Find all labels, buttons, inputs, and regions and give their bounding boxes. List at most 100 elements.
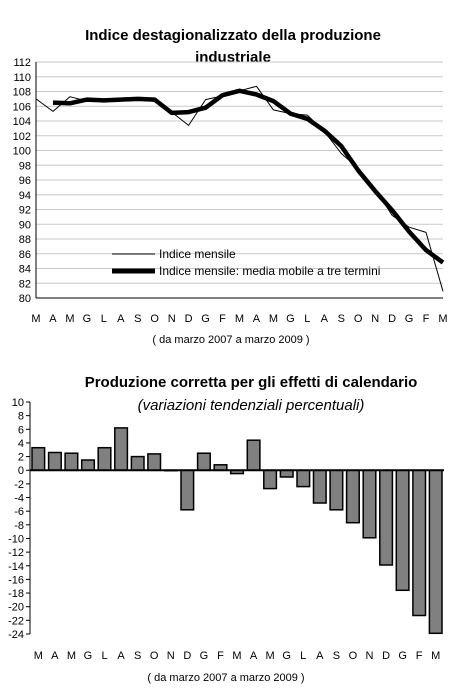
chart1-x-tick-label: N bbox=[168, 313, 176, 325]
chart2-y-tick-label: -10 bbox=[8, 533, 24, 545]
chart1-y-tick-label: 98 bbox=[19, 160, 31, 172]
chart1-x-tick-label: D bbox=[185, 313, 193, 325]
bar-23 bbox=[412, 469, 427, 617]
chart2-x-tick-label: M bbox=[431, 650, 440, 662]
chart1-y-tick-label: 84 bbox=[19, 264, 31, 276]
chart1-gridlines bbox=[36, 61, 443, 299]
chart1-x-tick-label: N bbox=[371, 313, 379, 325]
legend-label-monthly: Indice mensile bbox=[159, 247, 236, 261]
chart1-x-tick-label: L bbox=[101, 313, 107, 325]
chart2-y-tick-label: -24 bbox=[8, 629, 24, 641]
bar-22 bbox=[395, 469, 410, 592]
chart2-y-tick-label: -6 bbox=[14, 506, 24, 518]
chart1-title: Indice destagionalizzato della produzion… bbox=[85, 27, 381, 44]
chart1-y-tick-label: 112 bbox=[13, 57, 31, 69]
bar-20 bbox=[362, 469, 377, 539]
chart2-x-tick-label: O bbox=[349, 650, 358, 662]
chart2-y-tick-label: -8 bbox=[14, 520, 24, 532]
chart1-x-tick-label: G bbox=[405, 313, 414, 325]
chart2-x-tick-label: L bbox=[300, 650, 306, 662]
chart1-x-tick-label: S bbox=[338, 313, 345, 325]
bar-1 bbox=[47, 451, 62, 471]
chart1-x-note: ( da marzo 2007 a marzo 2009 ) bbox=[152, 334, 309, 346]
chart2-x-tick-label: L bbox=[101, 650, 107, 662]
chart2-y-tick-label: -22 bbox=[8, 615, 24, 627]
chart1-x-tick-label: A bbox=[253, 313, 261, 325]
chart2-x-tick-label: M bbox=[67, 650, 76, 662]
chart1-y-axis: 80 82 84 86 88 90 92 94 96 98 100 102 104 106 108 110 11… bbox=[13, 57, 443, 305]
chart1-x-tick-label: M bbox=[235, 313, 244, 325]
chart2-x-tick-label: M bbox=[232, 650, 241, 662]
chart1-x-tick-label: M bbox=[438, 313, 447, 325]
chart1-x-tick-label: G bbox=[83, 313, 92, 325]
chart2-y-tick-label: -2 bbox=[14, 479, 24, 491]
chart2-y-tick-label: 0 bbox=[18, 465, 24, 477]
bar-17 bbox=[312, 469, 327, 504]
chart2-x-note: ( da marzo 2007 a marzo 2009 ) bbox=[147, 672, 304, 684]
chart2-x-tick-label: M bbox=[34, 650, 43, 662]
chart2-y-tick-label: -4 bbox=[14, 493, 24, 505]
bar-18 bbox=[329, 469, 344, 511]
chart2-x-tick-label: O bbox=[150, 650, 159, 662]
chart2-x-tick-label: A bbox=[250, 650, 258, 662]
bar-6 bbox=[130, 455, 145, 471]
chart2-y-tick-label: -14 bbox=[8, 561, 24, 573]
chart1-x-tick-label: A bbox=[117, 313, 125, 325]
legend-label-moving-average: Indice mensile: media mobile a tre termi… bbox=[159, 264, 380, 278]
chart2-y-tick-label: 8 bbox=[18, 411, 24, 423]
chart1-x-tick-label: M bbox=[65, 313, 74, 325]
chart1-y-tick-label: 90 bbox=[19, 219, 31, 231]
chart1-x-tick-label: A bbox=[49, 313, 57, 325]
chart2-x-tick-label: G bbox=[398, 650, 407, 662]
chart1-y-tick-label: 104 bbox=[13, 116, 31, 128]
chart2-x-tick-label: G bbox=[200, 650, 209, 662]
chart2-y-tick-label: 6 bbox=[18, 424, 24, 436]
bar-19 bbox=[345, 469, 360, 524]
chart1-legend: Indice mensile Indice mensile: media mob… bbox=[112, 247, 380, 278]
chart2-title: Produzione corretta per gli effetti di c… bbox=[85, 374, 418, 391]
chart1-y-tick-label: 106 bbox=[13, 101, 31, 113]
bar-5 bbox=[114, 427, 129, 471]
chart2-y-tick-label: 10 bbox=[12, 397, 24, 409]
chart2-y-tick-label: -18 bbox=[8, 588, 24, 600]
chart2-y-tick-label: -12 bbox=[8, 547, 24, 559]
chart1-x-tick-label: O bbox=[150, 313, 159, 325]
bar-2 bbox=[64, 452, 79, 472]
chart2-x-tick-label: A bbox=[117, 650, 125, 662]
chart2-x-tick-label: F bbox=[416, 650, 423, 662]
chart1-y-tick-label: 108 bbox=[13, 87, 31, 99]
chart2-x-tick-label: N bbox=[167, 650, 175, 662]
chart1-x-tick-label: L bbox=[304, 313, 310, 325]
industrial-production-index-chart: Indice destagionalizzato della produzion… bbox=[13, 27, 448, 346]
chart1-y-tick-label: 110 bbox=[13, 72, 31, 84]
bar-13 bbox=[246, 439, 261, 471]
chart1-y-tick-label: 100 bbox=[13, 146, 31, 158]
chart1-y-tick-label: 82 bbox=[19, 278, 31, 290]
series-line-monthly bbox=[35, 85, 444, 292]
bar-24 bbox=[428, 469, 443, 635]
chart1-x-tick-label: G bbox=[201, 313, 210, 325]
chart1-x-tick-label: M bbox=[31, 313, 40, 325]
bar-10 bbox=[196, 452, 211, 472]
chart1-x-tick-label: D bbox=[388, 313, 396, 325]
calendar-adjusted-production-chart: Produzione corretta per gli effetti di c… bbox=[8, 374, 444, 684]
chart2-x-tick-label: M bbox=[266, 650, 275, 662]
bar-14 bbox=[263, 469, 278, 490]
bar-7 bbox=[147, 453, 162, 472]
chart2-x-tick-label: D bbox=[183, 650, 191, 662]
chart1-x-tick-label: F bbox=[219, 313, 226, 325]
chart2-x-tick-label: G bbox=[84, 650, 93, 662]
chart1-y-tick-label: 88 bbox=[19, 234, 31, 246]
chart2-y-tick-label: -16 bbox=[8, 574, 24, 586]
chart1-y-tick-label: 92 bbox=[19, 205, 31, 217]
chart1-y-tick-label: 96 bbox=[19, 175, 31, 187]
chart1-x-tick-label: G bbox=[286, 313, 295, 325]
bar-4 bbox=[97, 446, 112, 471]
chart1-x-tick-label: A bbox=[321, 313, 329, 325]
chart2-x-tick-label: F bbox=[217, 650, 224, 662]
chart1-y-tick-label: 94 bbox=[19, 190, 31, 202]
chart1-x-tick-label: F bbox=[423, 313, 430, 325]
chart1-x-tick-label: M bbox=[269, 313, 278, 325]
chart2-y-tick-label: 4 bbox=[18, 438, 24, 450]
